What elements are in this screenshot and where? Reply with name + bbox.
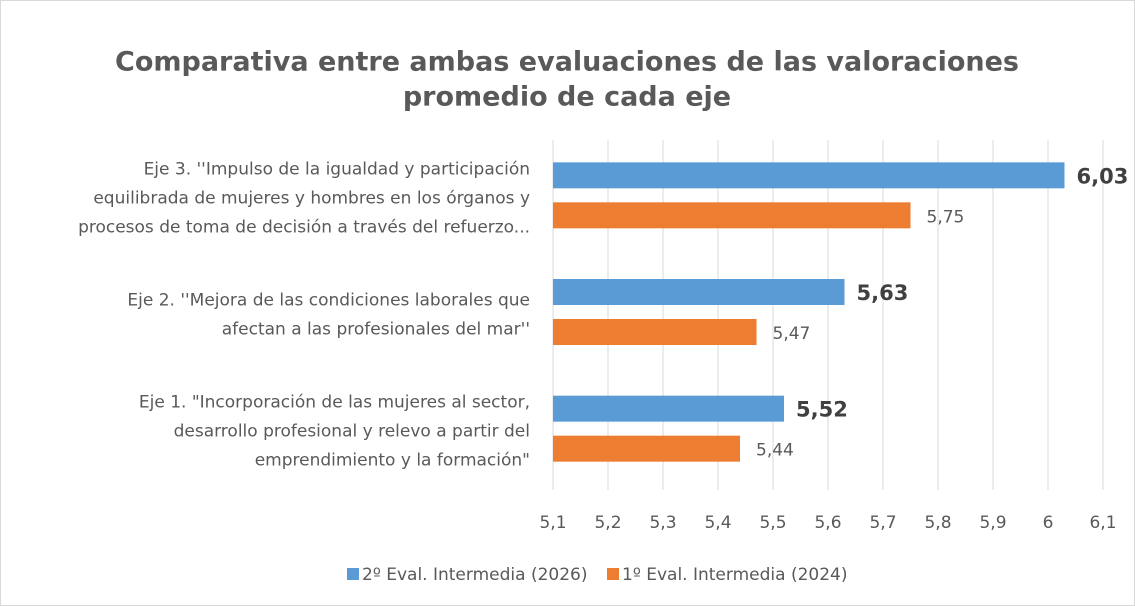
value-label: 5,44: [756, 441, 794, 461]
category-label: Eje 3. ''Impulso de la igualdad y partic…: [144, 159, 530, 179]
x-tick-label: 5,1: [539, 513, 566, 533]
chart-title: promedio de cada eje: [403, 82, 731, 113]
bar: [553, 319, 757, 345]
legend-label: 1º Eval. Intermedia (2024): [622, 565, 847, 585]
category-label: desarrollo profesional y relevo a partir…: [174, 422, 530, 442]
bar: [553, 395, 784, 422]
legend-swatch: [347, 568, 359, 580]
category-label: afectan a las profesionales del mar'': [222, 320, 530, 340]
category-label: Eje 2. ''Mejora de las condiciones labor…: [127, 291, 530, 311]
chart-title: Comparativa entre ambas evaluaciones de …: [115, 47, 1019, 78]
x-tick-label: 5,3: [649, 513, 676, 533]
value-label: 5,47: [773, 324, 811, 344]
x-tick-label: 5,8: [924, 513, 951, 533]
value-label: 5,63: [857, 281, 909, 305]
bar: [553, 162, 1065, 189]
category-label: equilibrada de mujeres y hombres en los …: [93, 188, 530, 208]
category-label: procesos de toma de decisión a través de…: [78, 217, 530, 237]
bar: [553, 202, 911, 229]
x-tick-label: 5,7: [869, 513, 896, 533]
x-tick-label: 5,2: [594, 513, 621, 533]
legend-label: 2º Eval. Intermedia (2026): [362, 565, 587, 585]
x-tick-label: 5,4: [704, 513, 731, 533]
value-label: 5,75: [927, 207, 965, 227]
x-tick-label: 6,1: [1089, 513, 1116, 533]
x-tick-label: 5,6: [814, 513, 841, 533]
category-label: Eje 1. "Incorporación de las mujeres al …: [139, 393, 530, 413]
bar: [553, 435, 740, 462]
category-label: emprendimiento y la formación": [255, 451, 530, 471]
value-label: 5,52: [796, 398, 848, 422]
x-tick-label: 5,5: [759, 513, 786, 533]
legend-swatch: [607, 568, 619, 580]
x-tick-label: 5,9: [979, 513, 1006, 533]
value-label: 6,03: [1077, 164, 1129, 188]
x-tick-label: 6: [1043, 513, 1054, 533]
bar: [553, 279, 845, 305]
